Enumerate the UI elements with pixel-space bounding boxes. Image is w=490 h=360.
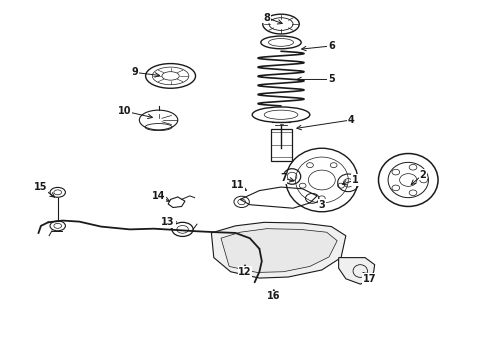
Text: 8: 8 (263, 13, 270, 23)
Text: 4: 4 (347, 115, 354, 125)
Text: 13: 13 (161, 217, 175, 227)
Text: 17: 17 (363, 274, 377, 284)
Text: 11: 11 (231, 180, 245, 190)
Polygon shape (221, 229, 337, 273)
Text: 9: 9 (131, 67, 138, 77)
Text: 10: 10 (118, 106, 132, 116)
Text: 1: 1 (352, 175, 359, 185)
Text: 5: 5 (328, 75, 335, 85)
Text: 7: 7 (280, 173, 287, 183)
Text: 14: 14 (152, 191, 165, 201)
Text: 16: 16 (267, 292, 281, 301)
Bar (271, 129, 292, 161)
Text: 3: 3 (318, 200, 325, 210)
Text: 2: 2 (419, 170, 426, 180)
Text: 12: 12 (238, 267, 252, 277)
Polygon shape (211, 222, 346, 278)
Polygon shape (339, 258, 375, 284)
Text: 15: 15 (34, 182, 48, 192)
Text: 6: 6 (328, 41, 335, 51)
